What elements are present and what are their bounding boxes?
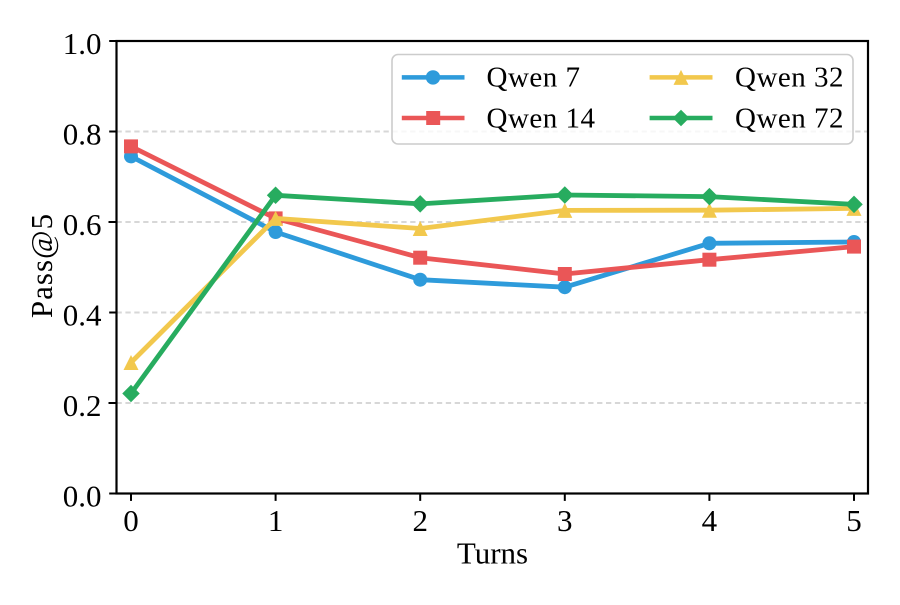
- svg-text:1.0: 1.0: [63, 26, 102, 61]
- svg-text:2: 2: [412, 503, 428, 538]
- svg-text:0.0: 0.0: [63, 478, 102, 513]
- svg-text:Qwen 7: Qwen 7: [487, 62, 581, 94]
- svg-text:Pass@5: Pass@5: [24, 213, 59, 318]
- svg-text:0.6: 0.6: [63, 207, 102, 242]
- svg-text:0.2: 0.2: [63, 388, 102, 423]
- svg-text:5: 5: [846, 503, 862, 538]
- svg-text:Qwen 72: Qwen 72: [735, 102, 844, 134]
- svg-text:Qwen 32: Qwen 32: [735, 62, 844, 94]
- svg-text:4: 4: [702, 503, 718, 538]
- svg-text:Turns: Turns: [457, 536, 528, 571]
- svg-text:0.8: 0.8: [63, 116, 102, 151]
- svg-text:0: 0: [123, 503, 139, 538]
- svg-text:Qwen 14: Qwen 14: [487, 102, 596, 134]
- svg-text:1: 1: [268, 503, 284, 538]
- svg-text:3: 3: [557, 503, 573, 538]
- svg-text:0.4: 0.4: [63, 297, 102, 332]
